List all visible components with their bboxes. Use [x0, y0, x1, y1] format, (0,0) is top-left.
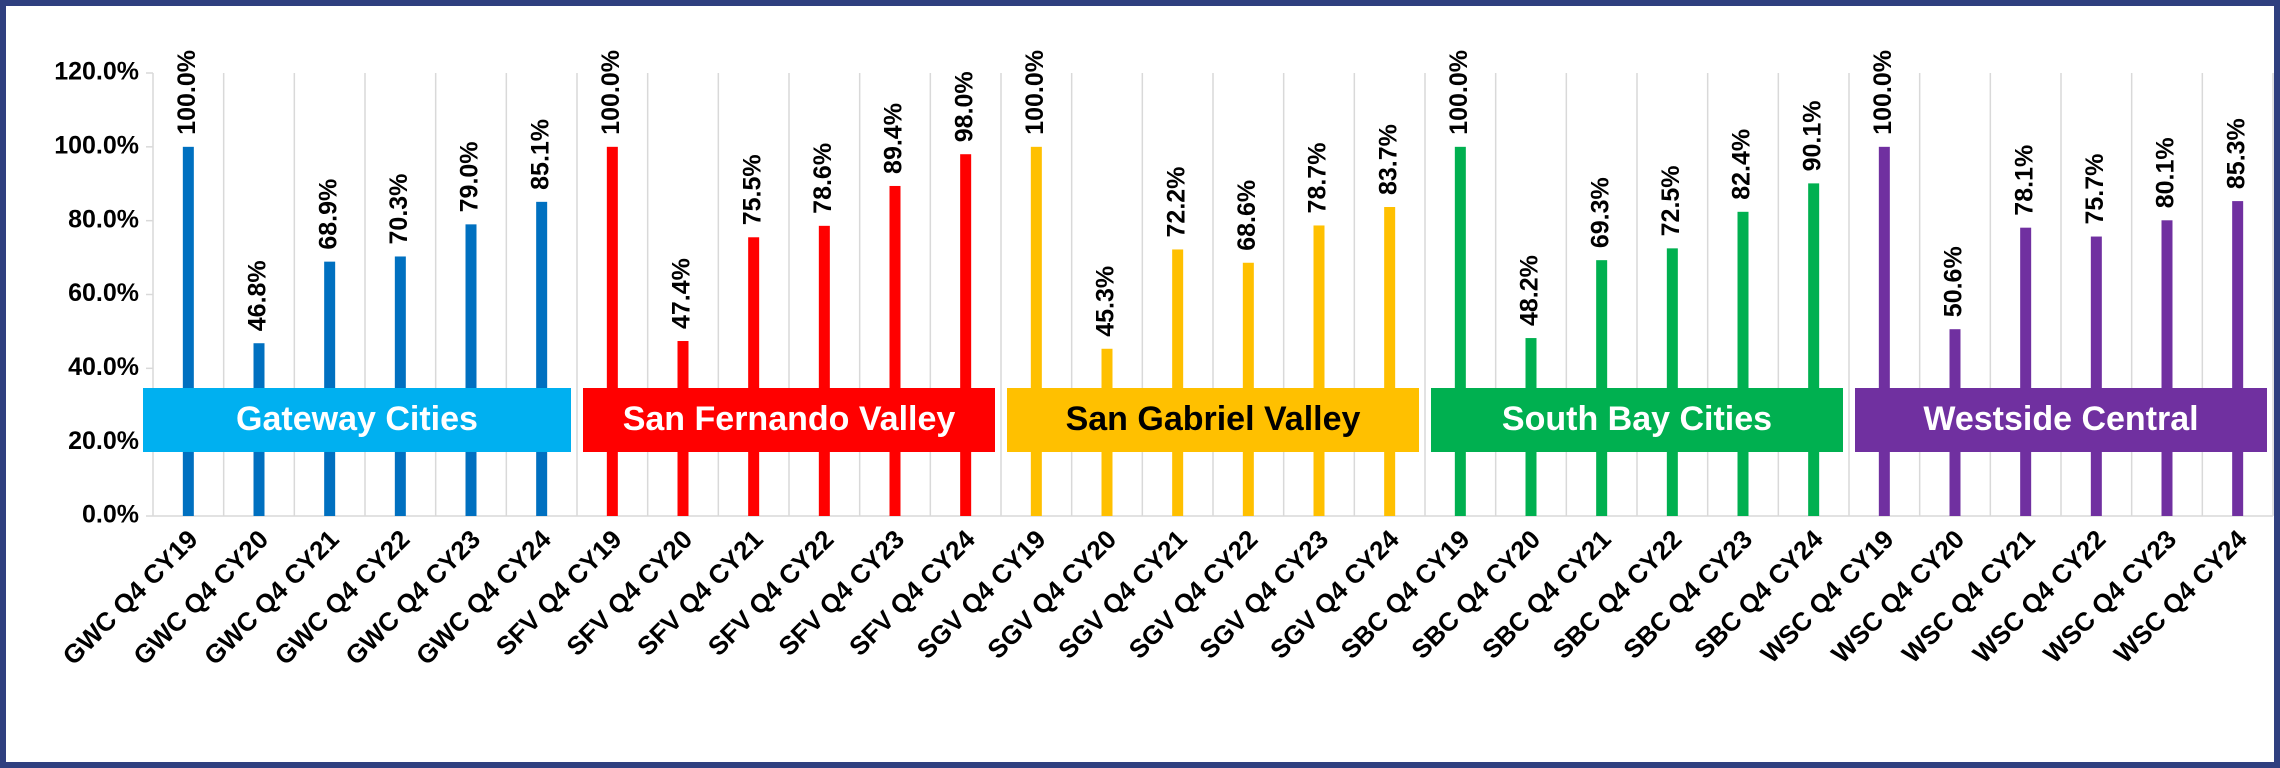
data-label: 85.1% [526, 119, 554, 190]
data-label: 70.3% [385, 174, 413, 245]
data-label: 100.0% [1021, 50, 1049, 135]
y-tick-label: 60.0% [68, 279, 139, 307]
bar [2020, 227, 2032, 516]
data-label: 83.7% [1374, 124, 1402, 195]
bar [960, 154, 972, 516]
y-tick-label: 0.0% [82, 501, 139, 529]
y-tick-label: 80.0% [68, 205, 139, 233]
data-label: 45.3% [1092, 266, 1120, 337]
group-label: South Bay Cities [1502, 400, 1772, 438]
data-label: 80.1% [2152, 137, 2180, 208]
data-label: 89.4% [880, 103, 908, 174]
data-label: 98.0% [950, 71, 978, 142]
data-label: 68.9% [314, 179, 342, 250]
data-label: 78.6% [809, 143, 837, 214]
bar [1384, 207, 1396, 516]
bar [748, 237, 760, 516]
group-box [583, 388, 995, 452]
data-label: 72.5% [1657, 165, 1685, 236]
data-label: 75.5% [738, 154, 766, 225]
bar [818, 225, 830, 516]
data-label: 90.1% [1798, 100, 1826, 171]
group-box [1431, 388, 1843, 452]
group-label: San Fernando Valley [623, 400, 956, 438]
group-label: San Gabriel Valley [1066, 400, 1361, 438]
data-label: 100.0% [1869, 50, 1897, 135]
data-label: 78.1% [2010, 145, 2038, 216]
bar [2090, 236, 2102, 516]
data-label: 69.3% [1586, 177, 1614, 248]
bar [2161, 220, 2173, 517]
bar [465, 224, 477, 516]
data-label: 72.2% [1162, 167, 1190, 238]
data-label: 48.2% [1516, 255, 1544, 326]
group-box [1855, 388, 2267, 452]
bar [1878, 146, 1890, 517]
group-label: Gateway Cities [236, 400, 478, 438]
data-label: 79.0% [456, 141, 484, 212]
data-label: 82.4% [1728, 129, 1756, 200]
bar [1030, 146, 1042, 517]
bar [606, 146, 618, 517]
data-label: 100.0% [1445, 50, 1473, 135]
data-label: 68.6% [1233, 180, 1261, 251]
data-label: 100.0% [173, 50, 201, 135]
bar [394, 256, 406, 516]
y-tick-label: 120.0% [54, 58, 139, 86]
data-label: 46.8% [244, 260, 272, 331]
bar [889, 185, 901, 516]
bar [1454, 146, 1466, 517]
data-label: 85.3% [2222, 118, 2250, 189]
data-label: 78.7% [1304, 143, 1332, 214]
y-tick-label: 40.0% [68, 353, 139, 381]
bar [536, 201, 548, 516]
bar [1313, 225, 1325, 517]
bar [1172, 249, 1184, 516]
bar [1666, 248, 1678, 516]
bar [182, 146, 194, 517]
y-tick-label: 20.0% [68, 427, 139, 455]
bar [2232, 201, 2244, 516]
data-label: 100.0% [597, 50, 625, 135]
group-box [143, 388, 571, 452]
data-label: 50.6% [1940, 246, 1968, 317]
bar [1808, 183, 1820, 516]
group-box [1007, 388, 1419, 452]
bar [1737, 211, 1749, 516]
data-label: 75.7% [2081, 154, 2109, 225]
group-label: Westside Central [1923, 400, 2198, 438]
y-tick-label: 100.0% [54, 131, 139, 159]
data-label: 47.4% [668, 258, 696, 329]
